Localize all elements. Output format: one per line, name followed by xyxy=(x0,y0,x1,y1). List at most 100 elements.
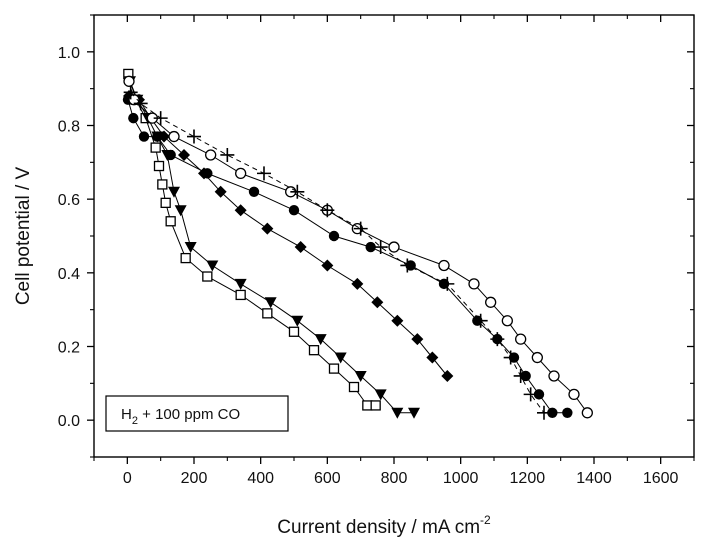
data-point xyxy=(264,297,277,309)
y-tick-label: 0.2 xyxy=(58,340,80,357)
legend: H2 + 100 ppm CO xyxy=(105,395,289,432)
data-point xyxy=(288,205,300,216)
x-tick-label: 200 xyxy=(181,470,208,487)
data-point xyxy=(220,147,235,162)
data-point xyxy=(168,186,180,198)
data-point xyxy=(205,149,217,161)
ticks-layer: 0 200 400 600 800 1000 1200 1400 1600 0.0 0.2 0.4 0.… xyxy=(58,14,695,487)
data-point xyxy=(373,240,388,255)
data-point xyxy=(515,333,527,345)
data-point xyxy=(165,216,176,227)
data-point xyxy=(187,129,201,144)
data-point xyxy=(362,400,373,411)
data-point xyxy=(150,142,161,153)
data-point xyxy=(320,203,335,218)
data-point xyxy=(408,407,420,419)
data-point xyxy=(568,388,580,401)
data-point xyxy=(547,407,558,418)
legend-label: H2 + 100 ppm CO xyxy=(121,406,240,427)
y-axis-title: Cell potential / V xyxy=(13,166,34,305)
data-point xyxy=(353,221,368,236)
data-point xyxy=(128,94,140,106)
data-point xyxy=(294,241,307,254)
data-point xyxy=(391,314,404,327)
series-line xyxy=(130,92,545,414)
data-point xyxy=(133,96,148,111)
data-point xyxy=(371,296,384,309)
data-point xyxy=(321,259,334,272)
plot-frame xyxy=(93,14,695,458)
data-point xyxy=(441,369,454,382)
data-point xyxy=(438,259,450,272)
y-tick-label: 0.4 xyxy=(58,266,80,283)
data-point xyxy=(180,252,191,264)
axes-layer xyxy=(93,14,695,458)
data-point xyxy=(440,276,455,291)
data-point xyxy=(123,85,138,100)
x-axis-title-sup: -2 xyxy=(480,513,491,527)
data-point xyxy=(334,352,347,364)
x-tick-label: 1000 xyxy=(443,470,479,487)
data-point xyxy=(531,351,543,364)
data-point xyxy=(257,166,271,181)
series-line xyxy=(128,81,588,414)
data-point xyxy=(503,350,518,365)
data-point xyxy=(348,381,360,393)
data-point xyxy=(261,222,274,235)
data-point xyxy=(513,368,528,383)
data-point xyxy=(400,258,415,273)
x-tick-label: 0 xyxy=(123,470,132,487)
data-point xyxy=(328,230,340,242)
x-tick-label: 600 xyxy=(314,470,341,487)
data-point xyxy=(290,184,305,199)
y-tick-label: 0.6 xyxy=(58,192,80,209)
data-point xyxy=(501,315,513,327)
data-point xyxy=(308,345,320,356)
data-point xyxy=(291,315,304,327)
data-point xyxy=(206,260,219,272)
series-open-circle xyxy=(123,75,593,419)
data-point xyxy=(411,333,424,346)
y-tick-label: 0.8 xyxy=(58,119,80,136)
x-tick-label: 1600 xyxy=(643,470,679,487)
series-plus xyxy=(123,85,551,420)
data-point xyxy=(168,130,180,143)
x-tick-label: 1400 xyxy=(576,470,612,487)
data-point xyxy=(184,242,197,254)
data-point xyxy=(537,405,551,420)
data-point xyxy=(581,407,593,419)
series-filled-circle xyxy=(122,94,573,418)
x-axis-title: Current density / mA cm-2 xyxy=(277,513,491,538)
data-point xyxy=(178,148,190,161)
data-point xyxy=(523,387,538,402)
data-point xyxy=(426,351,439,364)
data-point xyxy=(123,75,135,87)
data-point xyxy=(354,370,367,382)
data-point xyxy=(262,308,273,319)
series-layer xyxy=(122,68,593,420)
data-point xyxy=(235,167,247,180)
data-point xyxy=(152,131,163,142)
data-point xyxy=(248,186,260,197)
data-point xyxy=(485,296,497,308)
data-point xyxy=(202,168,213,179)
data-point xyxy=(314,334,327,346)
data-point xyxy=(165,149,176,161)
x-tick-label: 800 xyxy=(381,470,408,487)
data-point xyxy=(374,389,387,401)
data-point xyxy=(153,160,165,172)
data-point xyxy=(473,313,488,328)
x-tick-label: 1200 xyxy=(510,470,546,487)
data-point xyxy=(202,271,213,282)
data-point xyxy=(214,185,227,198)
data-point xyxy=(468,278,480,290)
data-point xyxy=(235,289,246,301)
data-point xyxy=(370,400,381,411)
data-point xyxy=(490,332,505,347)
data-point xyxy=(328,363,340,374)
data-point xyxy=(138,131,150,142)
data-point xyxy=(548,370,560,382)
data-point xyxy=(157,179,168,190)
data-point xyxy=(391,407,404,419)
